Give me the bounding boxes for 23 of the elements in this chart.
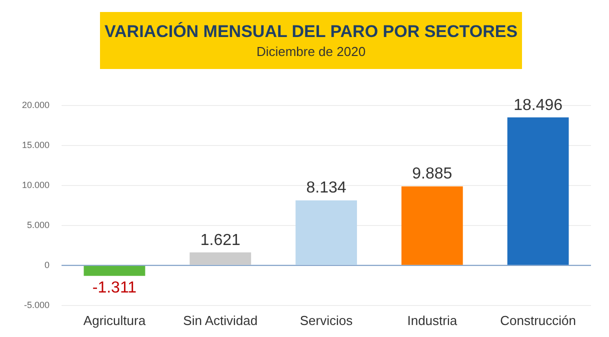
x-tick-label: Industria	[407, 312, 458, 328]
x-tick-label: Servicios	[300, 312, 354, 328]
x-tick-label: Construcción	[500, 312, 576, 328]
y-tick-label: 15.000	[22, 140, 50, 150]
data-label: 8.134	[306, 180, 346, 197]
y-tick-label: -5.000	[24, 300, 50, 310]
data-label: -1.311	[92, 279, 137, 296]
bar	[401, 186, 463, 265]
chart-subtitle: Diciembre de 2020	[255, 44, 367, 59]
data-label: 9.885	[412, 166, 452, 183]
data-label: 1.621	[200, 232, 240, 249]
bar	[507, 117, 569, 265]
data-label: 18.496	[514, 96, 563, 114]
chart-title: VARIACIÓN MENSUAL DEL PARO POR SECTORES	[103, 22, 519, 42]
bar	[84, 266, 146, 276]
y-tick-label: 20.000	[22, 100, 50, 110]
x-tick-label: Agricultura	[83, 312, 146, 328]
y-tick-label: 0	[44, 260, 50, 270]
y-tick-label: 5.000	[26, 220, 50, 230]
y-tick-label: 10.000	[22, 180, 50, 190]
bar	[190, 252, 252, 265]
bar	[296, 200, 357, 265]
x-tick-label: Sin Actividad	[183, 312, 258, 328]
